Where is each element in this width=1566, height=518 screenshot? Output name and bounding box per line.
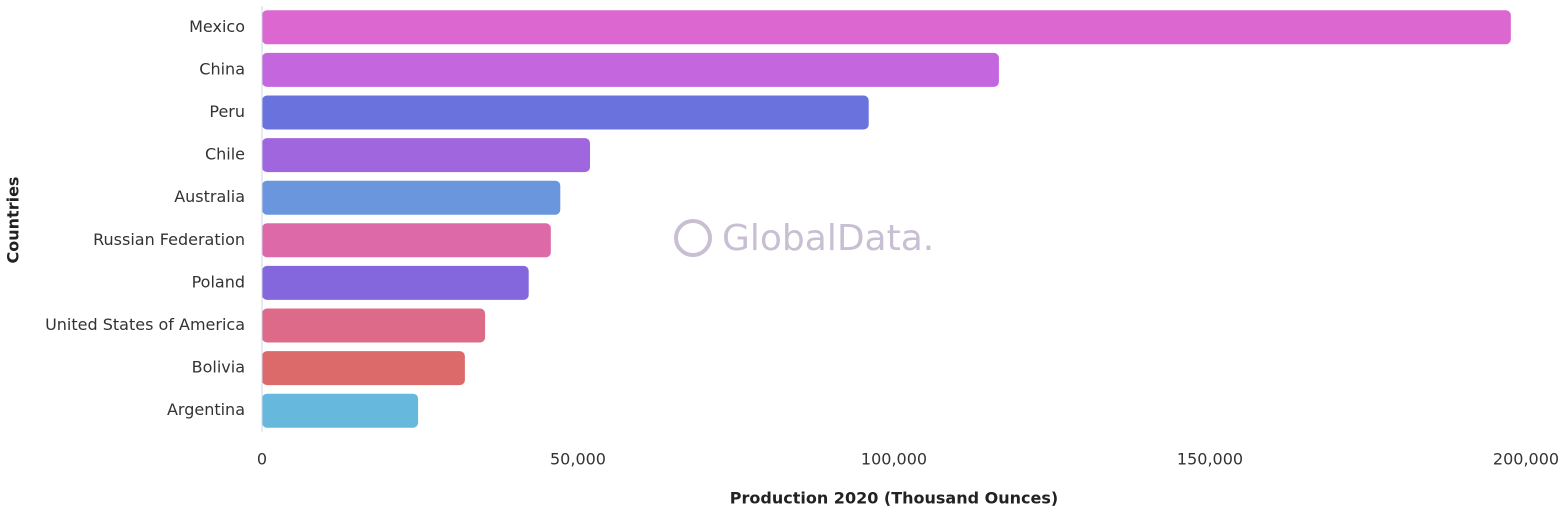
y-tick-label: Poland [192, 272, 245, 291]
bar [262, 308, 486, 343]
y-tick-label: Peru [209, 102, 245, 121]
x-tick-label: 200,000 [1493, 450, 1559, 469]
x-axis-title: Production 2020 (Thousand Ounces) [730, 489, 1058, 508]
bar [262, 95, 869, 130]
y-axis-title: Countries [4, 177, 23, 264]
watermark: GlobalData. [674, 218, 934, 259]
y-tick-label: Mexico [189, 17, 245, 36]
y-tick-label: Chile [205, 145, 245, 164]
bar [262, 10, 1511, 45]
y-tick-label: Australia [174, 187, 245, 206]
x-tick-label: 0 [257, 450, 267, 469]
x-tick-label: 100,000 [861, 450, 927, 469]
bar [262, 265, 529, 300]
y-tick-label: China [199, 59, 245, 78]
y-tick-label: United States of America [45, 315, 245, 334]
bar [262, 52, 999, 87]
x-tick-label: 150,000 [1177, 450, 1243, 469]
y-tick-label: Bolivia [192, 358, 245, 377]
y-tick-label: Argentina [167, 400, 245, 419]
y-tick-label: Russian Federation [93, 230, 245, 249]
bar [262, 223, 551, 258]
bar [262, 393, 419, 428]
bar [262, 138, 591, 173]
watermark-logo [674, 219, 712, 257]
x-tick-label: 50,000 [550, 450, 606, 469]
bar [262, 351, 465, 386]
bar [262, 180, 561, 215]
watermark-text: GlobalData. [722, 218, 934, 259]
